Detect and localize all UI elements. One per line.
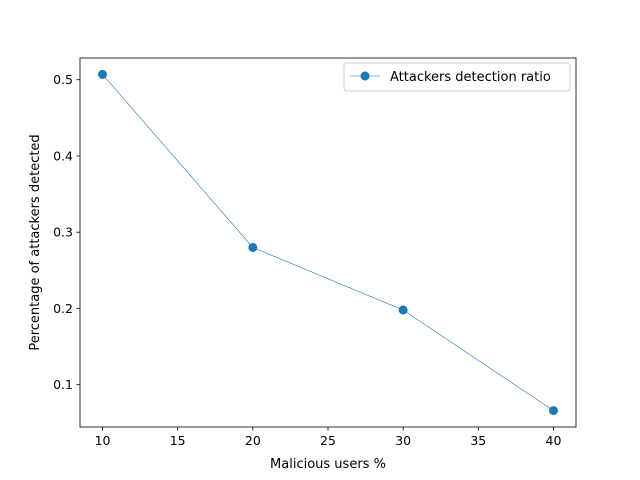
series-layer — [98, 69, 558, 416]
y-tick-label: 0.1 — [53, 377, 73, 392]
y-axis-label: Percentage of attackers detected — [28, 134, 43, 350]
legend: Attackers detection ratio — [343, 62, 571, 92]
legend-marker — [360, 71, 370, 81]
x-axis-label: Malicious users % — [270, 457, 386, 472]
x-tick-label: 40 — [546, 433, 562, 448]
data-point-marker — [98, 69, 108, 79]
y-tick-label: 0.5 — [53, 72, 73, 87]
x-tick-label: 35 — [470, 433, 486, 448]
x-tick-label: 10 — [95, 433, 111, 448]
data-point-marker — [248, 242, 258, 252]
ticks-layer: 10 15 20 25 30 35 40 0.1 0.2 0.3 0.4 0.5 — [53, 72, 561, 448]
data-point-marker — [548, 406, 558, 416]
x-tick-label: 15 — [170, 433, 186, 448]
y-tick-label: 0.4 — [53, 148, 73, 163]
x-tick-label: 25 — [320, 433, 336, 448]
x-tick-label: 30 — [395, 433, 411, 448]
y-tick-label: 0.2 — [53, 301, 73, 316]
x-tick-label: 20 — [245, 433, 261, 448]
y-tick-label: 0.3 — [53, 225, 73, 240]
data-point-marker — [398, 305, 408, 315]
legend-box — [343, 62, 571, 92]
series-line — [102, 74, 554, 411]
legend-label: Attackers detection ratio — [390, 70, 551, 85]
plot-area-frame — [79, 57, 577, 428]
